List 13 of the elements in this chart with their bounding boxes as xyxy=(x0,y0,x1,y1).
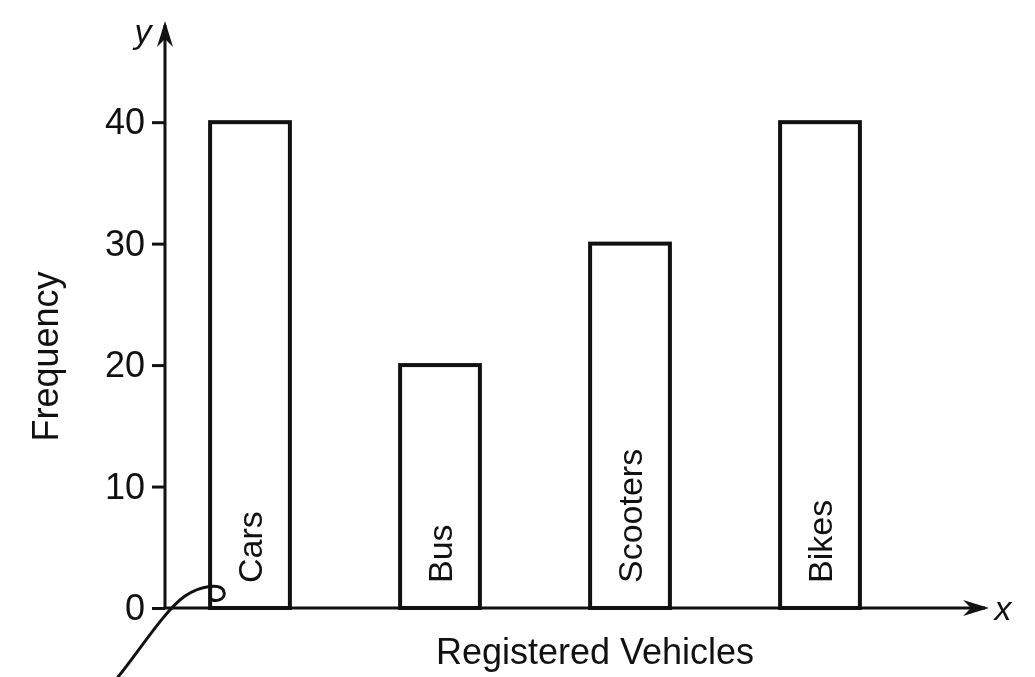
x-axis-title: Registered Vehicles xyxy=(435,631,755,672)
y-axis-title: Frequency xyxy=(25,271,66,442)
y-tick-label: 10 xyxy=(104,465,145,507)
y-tick-label: 20 xyxy=(104,344,145,386)
text: y xyxy=(132,12,154,50)
y-tick-label: 30 xyxy=(104,222,145,264)
y-tick-label: 40 xyxy=(104,101,145,143)
y-tick-label: 0 xyxy=(124,587,145,629)
x-tick-label: Cars xyxy=(231,511,269,583)
x-tick-label: Bikes xyxy=(801,499,839,583)
x-tick-label: Bus xyxy=(421,524,459,583)
x-tick-label: Scooters xyxy=(611,448,649,583)
text: x xyxy=(992,589,1013,627)
